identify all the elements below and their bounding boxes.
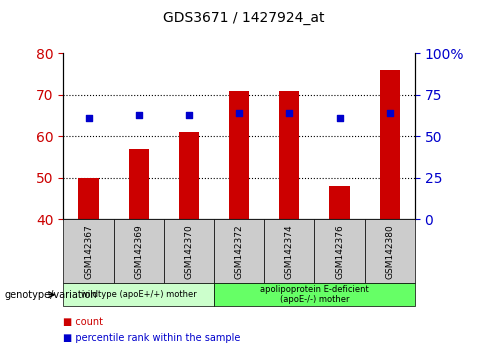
Text: ■ count: ■ count <box>63 317 103 327</box>
Text: GSM142367: GSM142367 <box>84 224 93 279</box>
Point <box>135 112 142 118</box>
Text: ■ percentile rank within the sample: ■ percentile rank within the sample <box>63 333 241 343</box>
Bar <box>129 149 149 219</box>
Text: wildtype (apoE+/+) mother: wildtype (apoE+/+) mother <box>81 290 197 299</box>
Bar <box>179 132 199 219</box>
Point <box>235 110 243 116</box>
Text: GSM142374: GSM142374 <box>285 224 294 279</box>
Text: apolipoprotein E-deficient
(apoE-/-) mother: apolipoprotein E-deficient (apoE-/-) mot… <box>260 285 369 304</box>
Bar <box>279 91 299 219</box>
Text: GSM142369: GSM142369 <box>134 224 143 279</box>
Point <box>285 110 293 116</box>
Text: GDS3671 / 1427924_at: GDS3671 / 1427924_at <box>163 11 325 25</box>
Text: GSM142372: GSM142372 <box>235 224 244 279</box>
Text: GSM142380: GSM142380 <box>385 224 394 279</box>
Point <box>185 112 193 118</box>
Point <box>386 110 394 116</box>
Text: GSM142370: GSM142370 <box>184 224 193 279</box>
Text: GSM142376: GSM142376 <box>335 224 344 279</box>
Point <box>336 115 344 121</box>
Bar <box>229 91 249 219</box>
Bar <box>380 70 400 219</box>
Bar <box>329 186 349 219</box>
Point <box>84 115 92 121</box>
Bar <box>79 178 99 219</box>
Text: genotype/variation: genotype/variation <box>5 290 98 300</box>
